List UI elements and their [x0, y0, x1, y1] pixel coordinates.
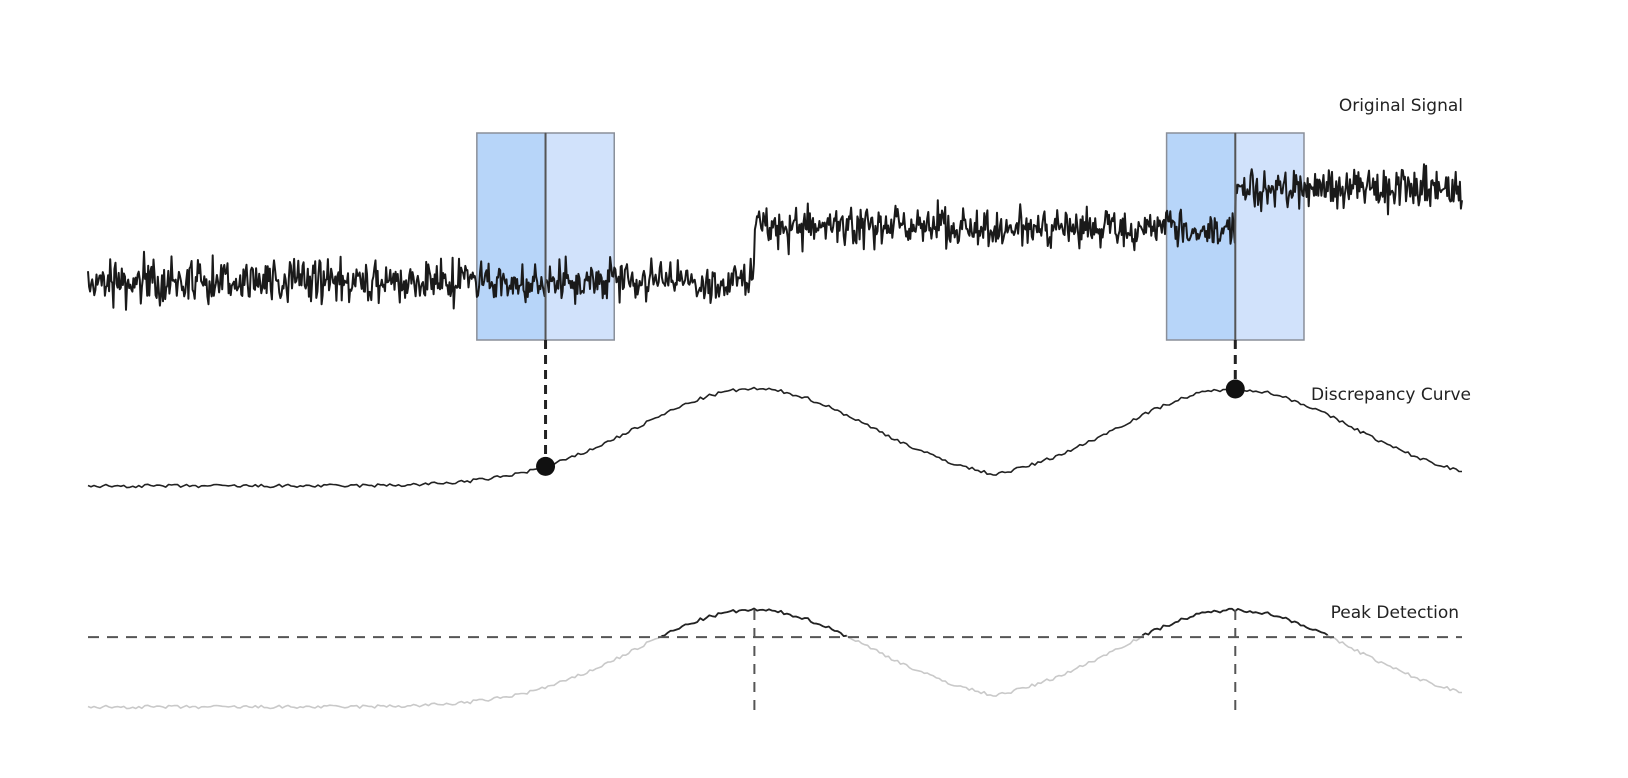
- window-left-1: [476, 132, 547, 341]
- window-to-curve-connectors: [544, 340, 1237, 467]
- peak-detection-faded-curve: [87, 607, 1462, 710]
- original-signal-label: Original Signal: [1339, 96, 1463, 116]
- window-right-2: [1234, 132, 1305, 341]
- original-signal-panel: Original Signal: [87, 96, 1463, 341]
- discrepancy-curve-label: Discrepancy Curve: [1311, 385, 1471, 405]
- peak-detection-panel: Peak Detection: [87, 603, 1462, 715]
- discrepancy-curve-panel: Discrepancy Curve: [87, 379, 1471, 489]
- peak-detection-label: Peak Detection: [1331, 603, 1459, 623]
- window-right-1: [544, 132, 615, 341]
- curve-marker-1: [536, 456, 556, 476]
- curve-markers: [536, 379, 1245, 476]
- peak-detection-above-threshold: [661, 607, 1329, 637]
- original-signal-trace: [87, 163, 1463, 311]
- discrepancy-curve-trace: [87, 386, 1462, 489]
- curve-marker-2: [1225, 379, 1245, 399]
- window-dividers: [544, 133, 1237, 340]
- sliding-windows: [476, 132, 1305, 341]
